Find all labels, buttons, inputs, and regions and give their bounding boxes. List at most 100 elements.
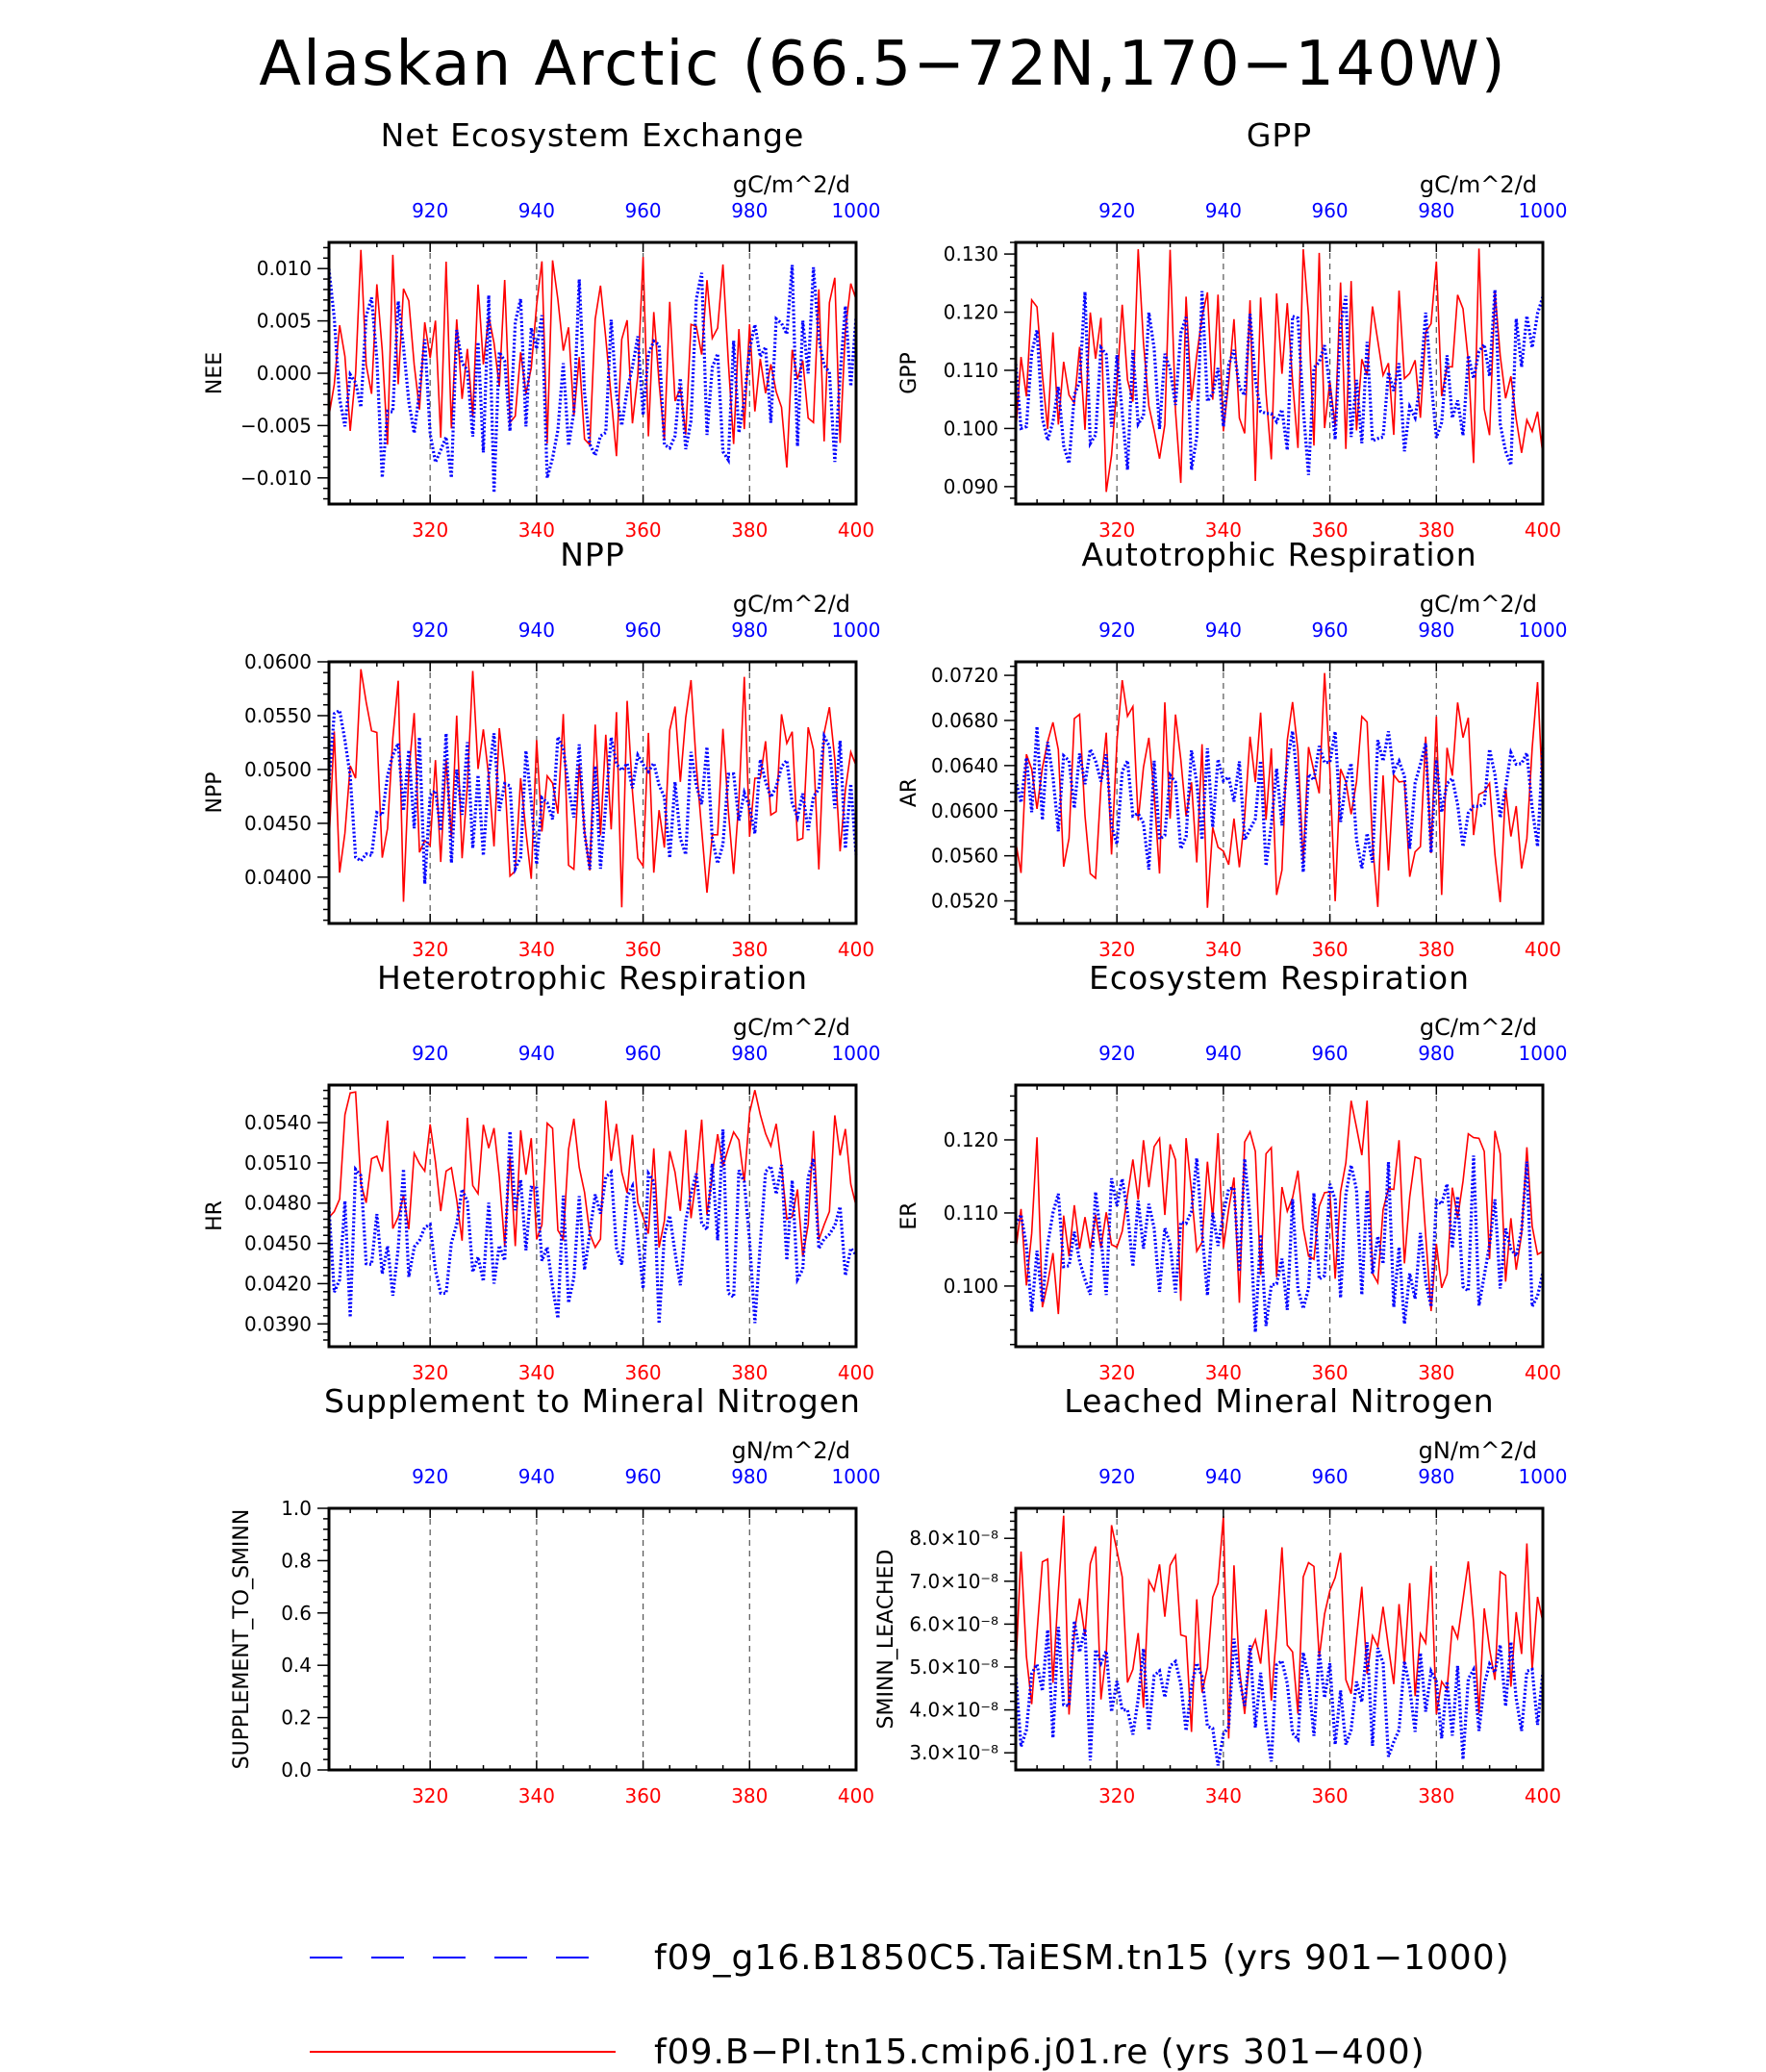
y-axis-label: NEE [203,352,227,394]
x-tick-label-bottom: 360 [624,1361,661,1384]
series-red-line [328,1090,857,1257]
x-tick-label-bottom: 320 [1098,1361,1135,1384]
units-label: gC/m^2/d [733,171,850,198]
y-tick-label: −0.010 [240,467,312,490]
panel-title: Net Ecosystem Exchange [381,116,805,154]
y-tick-label: 0.0500 [244,758,312,781]
panel-title: Supplement to Mineral Nitrogen [324,1382,861,1420]
x-tick-label-bottom: 380 [731,938,768,961]
x-tick-label-top: 1000 [832,1465,881,1488]
series-red-line [1015,1100,1544,1315]
y-tick-label: 0.130 [944,242,998,265]
x-tick-label-bottom: 320 [412,518,448,542]
y-tick-label: 6.0×10⁻⁸ [909,1612,998,1635]
y-tick-label: 0.0540 [244,1111,312,1134]
x-tick-label-top: 960 [624,199,661,222]
y-tick-label: 5.0×10⁻⁸ [909,1655,998,1679]
y-tick-label: 0.6 [281,1602,312,1625]
plot-frame [327,660,858,925]
y-tick-label: 0.0510 [244,1151,312,1175]
panel-title: NPP [560,536,625,573]
series-red-line [328,249,857,468]
units-label: gC/m^2/d [1420,1014,1537,1041]
panel-title: GPP [1247,116,1312,154]
x-tick-label-bottom: 400 [1525,1361,1561,1384]
x-tick-label-bottom: 360 [1311,938,1348,961]
chart-panel: Autotrophic Respiration gC/m^2/d 320 340 360… [897,536,1567,961]
x-tick-label-top: 940 [518,1042,555,1065]
series-blue-line [327,1129,858,1325]
plot-frame [1014,240,1545,506]
y-axis-label: SMINN_LEACHED [874,1550,898,1730]
x-tick-label-top: 940 [518,1465,555,1488]
plot-frame [327,1083,858,1349]
y-axis-label: AR [897,778,921,807]
y-tick-label: 0.000 [257,362,312,385]
y-tick-label: 0.100 [944,1275,998,1298]
x-tick-label-bottom: 320 [412,938,448,961]
chart-panel: Ecosystem Respiration gC/m^2/d 320 340 360 38… [897,959,1567,1384]
x-tick-label-top: 1000 [832,199,881,222]
x-tick-label-bottom: 320 [1098,518,1135,542]
y-axis-label: NPP [203,772,227,814]
y-tick-label: 0.0720 [931,664,998,687]
x-tick-label-top: 1000 [832,1042,881,1065]
y-tick-label: 0.0 [281,1758,312,1781]
y-tick-label: 0.0420 [244,1272,312,1295]
units-label: gC/m^2/d [733,591,850,618]
x-tick-label-top: 1000 [832,619,881,642]
y-tick-label: 0.005 [257,310,312,333]
x-tick-label-top: 920 [412,199,448,222]
units-label: gC/m^2/d [1420,591,1537,618]
chart-panel: GPP gC/m^2/d 320 340 360 380 400 920 940 960 980 10… [897,116,1567,542]
x-tick-label-bottom: 360 [624,518,661,542]
plot-frame [1014,1506,1545,1772]
y-tick-label: 0.0640 [931,754,998,777]
x-tick-label-top: 1000 [1519,1042,1568,1065]
x-tick-label-bottom: 340 [1205,1361,1242,1384]
x-tick-label-top: 980 [731,1042,768,1065]
y-tick-label: 0.010 [257,257,312,280]
y-tick-label: 0.0680 [931,709,998,732]
x-tick-label-top: 980 [1418,1465,1454,1488]
y-tick-label: 0.110 [944,359,998,382]
units-label: gC/m^2/d [733,1014,850,1041]
x-tick-label-top: 920 [1098,1465,1135,1488]
series-blue-line [327,265,858,493]
chart-panel: Heterotrophic Respiration gC/m^2/d 320 340 3… [203,959,880,1384]
y-tick-label: 0.100 [944,417,998,440]
x-tick-label-bottom: 400 [838,518,874,542]
y-tick-label: 0.0560 [931,845,998,868]
panel-title: Leached Mineral Nitrogen [1064,1382,1494,1420]
y-tick-label: 0.120 [944,301,998,324]
y-axis-label: ER [897,1201,921,1229]
y-tick-label: 0.0450 [244,812,312,835]
x-tick-label-top: 920 [412,1465,448,1488]
y-tick-label: 0.0480 [244,1192,312,1215]
y-tick-label: −0.005 [240,414,312,437]
series-blue-line [1014,1155,1545,1332]
plot-frame [327,1506,858,1772]
chart-panel: Net Ecosystem Exchange gC/m^2/d 320 340 360 3… [203,116,880,542]
x-tick-label-bottom: 360 [1311,1784,1348,1807]
chart-panel: Leached Mineral Nitrogen gN/m^2/d 320 340 36… [874,1382,1567,1807]
x-tick-label-bottom: 340 [518,518,555,542]
x-tick-label-top: 960 [1311,199,1348,222]
x-tick-label-bottom: 380 [731,1784,768,1807]
y-tick-label: 0.0400 [244,866,312,889]
x-tick-label-top: 940 [1205,1465,1242,1488]
x-tick-label-bottom: 400 [1525,1784,1561,1807]
x-tick-label-bottom: 360 [1311,518,1348,542]
x-tick-label-top: 960 [624,1465,661,1488]
x-tick-label-bottom: 400 [838,1361,874,1384]
legend: f09_g16.B1850C5.TaiESM.tn15 (yrs 901−100… [310,1938,1509,2072]
x-tick-label-top: 960 [624,619,661,642]
panel-title: Heterotrophic Respiration [377,959,808,997]
x-tick-label-top: 920 [1098,619,1135,642]
x-tick-label-bottom: 320 [412,1361,448,1384]
x-tick-label-bottom: 380 [1418,1784,1454,1807]
y-tick-label: 3.0×10⁻⁸ [909,1741,998,1764]
series-red-line [1015,672,1544,908]
y-tick-label: 0.090 [944,475,998,498]
